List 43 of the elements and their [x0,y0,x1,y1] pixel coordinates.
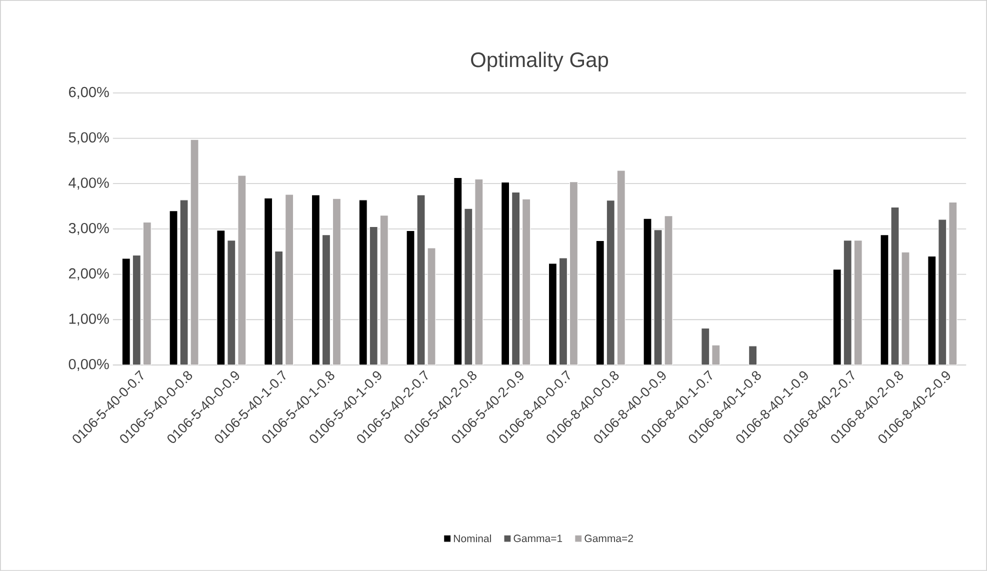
chart-title: Optimality Gap [471,52,608,72]
bar [322,234,331,366]
bar [380,215,388,366]
bar [548,263,558,366]
bar [569,182,578,366]
bar [948,202,958,366]
bar [369,226,378,366]
y-tick-label: 2,00% [69,268,109,280]
bar [522,198,531,366]
bar [332,198,342,366]
y-tick-label: 5,00% [68,132,109,144]
bar [616,170,626,366]
bar [596,240,604,366]
bar [474,178,484,366]
bar [606,200,615,366]
bar [454,177,462,366]
bar [216,230,226,366]
bar [928,256,936,366]
legend-label: Gamma=1 [514,534,562,542]
bar [358,200,368,366]
bar [701,328,710,366]
bar [832,269,842,366]
legend-label: Nominal [454,534,491,542]
bar [132,254,141,366]
bar [501,182,510,366]
y-tick-label: 3,00% [68,222,109,235]
legend-label: Gamma=2 [584,534,633,542]
bar [311,194,320,366]
bar [854,240,862,366]
bar [464,208,473,366]
bar [843,240,852,366]
bar [285,194,294,366]
bar [122,258,130,366]
y-tick-label: 1,00% [69,314,109,326]
y-tick-label: 6,00% [69,86,109,99]
bar [264,198,273,366]
bar [558,258,568,366]
y-tick-label: 4,00% [68,178,109,190]
y-tick-label: 0,00% [68,359,109,371]
bar [142,222,152,366]
bar [274,250,284,366]
bar [512,192,520,366]
bar [938,219,947,366]
